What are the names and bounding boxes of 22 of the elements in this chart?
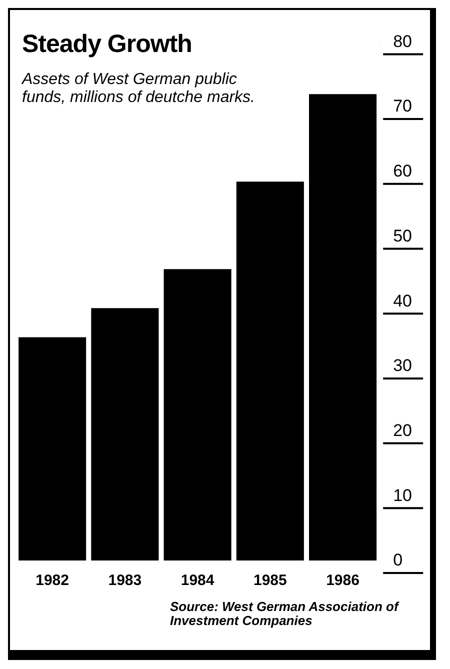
y-tick-label: 10: [393, 486, 412, 505]
y-tick-label: 20: [393, 420, 412, 440]
bar: [18, 337, 86, 560]
x-tick-label: 1983: [108, 572, 142, 590]
y-tick-label: 60: [393, 162, 412, 181]
y-tick-label: 70: [393, 96, 412, 116]
x-tick-label: 1986: [326, 572, 360, 590]
bar: [236, 182, 304, 560]
y-tick-label: 80: [393, 32, 412, 51]
x-tick-label: 1982: [36, 572, 69, 590]
y-tick-label: 40: [393, 291, 412, 310]
x-tick-label: 1985: [253, 572, 287, 590]
bar: [91, 308, 159, 560]
bar: [309, 94, 377, 560]
y-tick-label: 30: [393, 356, 412, 376]
x-tick-label: 1984: [180, 572, 215, 590]
chart-title: Steady Growth: [22, 30, 193, 59]
y-tick-label: 50: [393, 226, 412, 246]
bar: [164, 269, 232, 560]
y-tick-label: 0: [393, 550, 403, 570]
source-note: Source: West German Association of Investment Companies: [170, 599, 400, 629]
text: Assets of West German public funds, millions of deutche marks.: [22, 71, 256, 106]
